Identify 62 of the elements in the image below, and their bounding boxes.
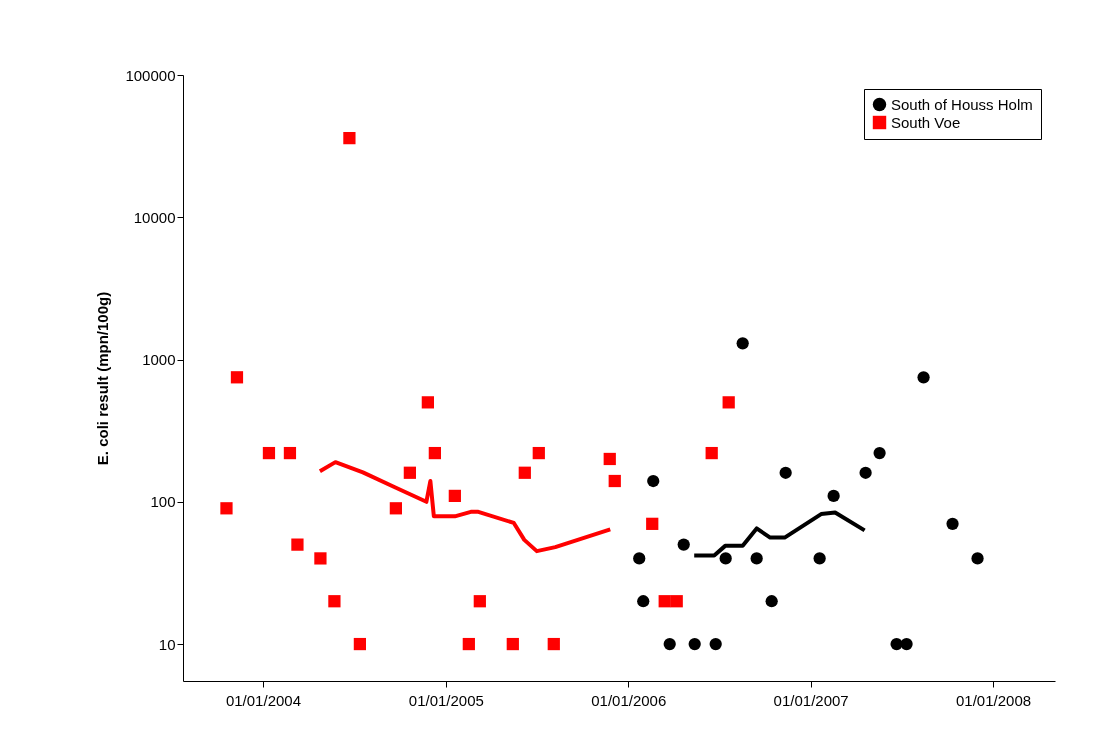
point	[633, 552, 646, 565]
point	[658, 595, 671, 608]
x-tick-label: 01/01/2005	[408, 691, 484, 709]
point	[353, 637, 367, 651]
point	[813, 552, 826, 565]
point	[873, 446, 886, 460]
point	[946, 517, 959, 530]
point	[230, 371, 244, 384]
point	[765, 595, 778, 608]
x-tick-label: 01/01/2007	[773, 691, 849, 709]
legend-label: South of Houss Holm	[891, 95, 1033, 113]
point	[403, 466, 416, 479]
line-series	[692, 510, 867, 558]
point	[603, 452, 616, 466]
point	[473, 595, 486, 608]
point	[646, 517, 659, 530]
point	[900, 637, 913, 651]
x-tick-label: 01/01/2008	[956, 691, 1032, 709]
point	[532, 446, 545, 460]
legend-label: South Voe	[891, 113, 961, 131]
point	[670, 595, 683, 608]
point	[722, 396, 735, 409]
point	[389, 502, 402, 515]
point	[448, 489, 461, 503]
x-tick-label: 01/01/2004	[225, 691, 301, 709]
line-series	[317, 460, 613, 554]
y-axis-title: E. coli result (mpn/100g)	[94, 291, 112, 466]
point	[220, 502, 233, 515]
x-tick-label: 01/01/2006	[591, 691, 667, 709]
point	[705, 446, 718, 460]
point	[506, 637, 519, 651]
point	[736, 337, 749, 350]
point	[917, 371, 930, 384]
point	[428, 446, 441, 460]
point	[971, 552, 984, 565]
point	[547, 637, 560, 651]
point	[719, 552, 732, 565]
point	[779, 466, 792, 479]
y-tick-label: 100	[150, 493, 176, 511]
point	[343, 132, 356, 145]
point	[859, 466, 872, 479]
point	[827, 489, 840, 503]
point	[421, 396, 434, 409]
y-tick-label: 10000	[133, 208, 176, 226]
point	[750, 552, 763, 565]
point	[262, 446, 276, 460]
point	[462, 637, 475, 651]
point	[637, 595, 650, 608]
point	[314, 552, 327, 565]
point	[328, 595, 341, 608]
point	[518, 466, 531, 479]
point	[677, 538, 690, 551]
point	[647, 474, 660, 488]
point	[283, 446, 297, 460]
point	[663, 637, 676, 651]
y-tick-label: 10	[158, 635, 176, 653]
point	[291, 538, 304, 551]
point	[608, 474, 621, 488]
y-tick-label: 1000	[142, 351, 176, 369]
y-tick-label: 100000	[125, 66, 176, 84]
point	[709, 637, 722, 651]
point	[688, 637, 701, 651]
